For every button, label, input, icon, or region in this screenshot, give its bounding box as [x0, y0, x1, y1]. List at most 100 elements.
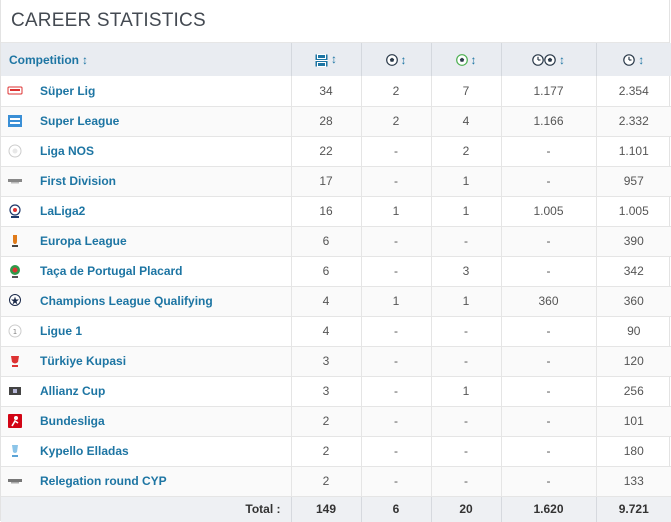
minutes-played-cell: 120 — [595, 346, 671, 376]
relegation-cyp-logo[interactable] — [7, 473, 23, 489]
minutes-played-cell: 133 — [595, 466, 671, 496]
super-league-logo[interactable] — [7, 113, 23, 129]
name-cell: Allianz Cup — [1, 376, 291, 406]
laliga2-logo[interactable] — [7, 203, 23, 219]
bundesliga-logo[interactable] — [7, 413, 23, 429]
assists-cell: 7 — [430, 76, 501, 106]
appearances-cell: 16 — [290, 196, 361, 226]
competition-link[interactable]: Europa League — [40, 234, 127, 248]
turkiye-kupasi-logo[interactable] — [7, 353, 23, 369]
goals-cell: 2 — [360, 106, 431, 136]
table-row: Taça de Portugal Placard 6-3-342 — [1, 256, 671, 286]
total-minutes-played: 9.721 — [595, 496, 671, 522]
sort-icon: ↕ — [559, 52, 565, 67]
competition-header[interactable]: Competition ↕ — [1, 43, 291, 76]
minutes-played-cell: 1.101 — [595, 136, 671, 166]
assists-cell: - — [430, 436, 501, 466]
appearances-header[interactable]: ↕ — [290, 43, 361, 76]
appearances-cell: 22 — [290, 136, 361, 166]
table-row: Kypello Elladas 2- - -180 — [1, 436, 671, 466]
table-row: Türkiye Kupasi 3- - -120 — [1, 346, 671, 376]
name-cell: Taça de Portugal Placard — [1, 256, 291, 286]
minutes-per-goal-header[interactable]: ↕ — [500, 43, 596, 76]
svg-text:1: 1 — [13, 328, 17, 336]
appearances-cell: 2 — [290, 436, 361, 466]
name-cell: LaLiga2 — [1, 196, 291, 226]
minutes-per-goal-cell: - — [500, 136, 596, 166]
assists-cell: 1 — [430, 196, 501, 226]
table-row: First Division 17-1-957 — [1, 166, 671, 196]
competition-link[interactable]: Allianz Cup — [40, 384, 106, 398]
minutes-played-header[interactable]: ↕ — [595, 43, 671, 76]
minutes-per-goal-cell: - — [500, 436, 596, 466]
competition-link[interactable]: Süper Lig — [40, 83, 96, 98]
liga-nos-logo[interactable] — [7, 143, 23, 159]
minutes-per-goal-cell: 1.177 — [500, 76, 596, 106]
minutes-played-cell: 2.332 — [595, 106, 671, 136]
assists-icon — [455, 54, 468, 67]
assists-cell: - — [430, 346, 501, 376]
competition-link[interactable]: Ligue 1 — [40, 324, 83, 338]
goals-header[interactable]: ↕ — [360, 43, 431, 76]
assists-cell: 3 — [430, 256, 501, 286]
name-cell: Europa League — [1, 226, 291, 256]
name-cell: Champions League Qualifying — [1, 286, 291, 316]
competition-link[interactable]: Super League — [40, 114, 120, 128]
competition-link[interactable]: LaLiga2 — [40, 204, 86, 218]
total-goals: 6 — [360, 496, 431, 522]
minutes-per-goal-icon — [532, 54, 556, 67]
minutes-played-cell: 180 — [595, 436, 671, 466]
competition-header-label: Competition — [9, 52, 79, 67]
kypello-elladas-logo[interactable] — [7, 443, 23, 459]
assists-cell: - — [430, 316, 501, 346]
appearances-cell: 3 — [290, 376, 361, 406]
competition-link[interactable]: Bundesliga — [40, 414, 105, 428]
minutes-per-goal-cell: - — [500, 256, 596, 286]
assists-cell: 1 — [430, 166, 501, 196]
competition-link[interactable]: Liga NOS — [40, 144, 95, 158]
table-row: Allianz Cup 3-1-256 — [1, 376, 671, 406]
appearances-cell: 4 — [290, 316, 361, 346]
table-row: Süper Lig 34 2 7 1.177 2.354 — [1, 76, 671, 106]
goals-cell: - — [360, 436, 431, 466]
minutes-per-goal-cell: - — [500, 376, 596, 406]
name-cell: Süper Lig — [1, 76, 291, 106]
table-row: 1 Ligue 1 4- - -90 — [1, 316, 671, 346]
minutes-per-goal-cell: 1.005 — [500, 196, 596, 226]
ligue-1-logo[interactable]: 1 — [7, 323, 23, 339]
total-assists: 20 — [430, 496, 501, 522]
total-appearances: 149 — [290, 496, 361, 522]
name-cell: Liga NOS — [1, 136, 291, 166]
goals-cell: 1 — [360, 196, 431, 226]
table-row: Liga NOS 22-2-1.101 — [1, 136, 671, 166]
appearances-icon — [315, 53, 328, 67]
allianz-cup-logo[interactable] — [7, 383, 23, 399]
goals-cell: - — [360, 406, 431, 436]
name-cell: First Division — [1, 166, 291, 196]
competition-link[interactable]: First Division — [40, 174, 117, 188]
minutes-per-goal-cell: 360 — [500, 286, 596, 316]
first-division-logo[interactable] — [7, 173, 23, 189]
minutes-per-goal-cell: - — [500, 166, 596, 196]
assists-header[interactable]: ↕ — [430, 43, 501, 76]
super-lig-logo[interactable] — [7, 83, 23, 99]
competition-link[interactable]: Türkiye Kupasi — [40, 354, 127, 368]
champions-league-logo[interactable] — [7, 293, 23, 309]
appearances-cell: 34 — [290, 76, 361, 106]
minutes-played-cell: 101 — [595, 406, 671, 436]
competition-link[interactable]: Kypello Elladas — [40, 444, 129, 458]
competition-link[interactable]: Relegation round CYP — [40, 474, 167, 488]
section-title: CAREER STATISTICS — [1, 0, 669, 43]
competition-link[interactable]: Champions League Qualifying — [40, 294, 213, 308]
europa-league-logo[interactable] — [7, 233, 23, 249]
total-minutes-per-goal: 1.620 — [500, 496, 596, 522]
goals-cell: - — [360, 166, 431, 196]
table-row: Relegation round CYP 2- - -133 — [1, 466, 671, 496]
sort-icon: ↕ — [638, 52, 645, 67]
goals-cell: - — [360, 136, 431, 166]
name-cell: Relegation round CYP — [1, 466, 291, 496]
goals-cell: - — [360, 226, 431, 256]
minutes-per-goal-cell: - — [500, 346, 596, 376]
competition-link[interactable]: Taça de Portugal Placard — [40, 264, 183, 278]
taca-portugal-logo[interactable] — [7, 263, 23, 279]
